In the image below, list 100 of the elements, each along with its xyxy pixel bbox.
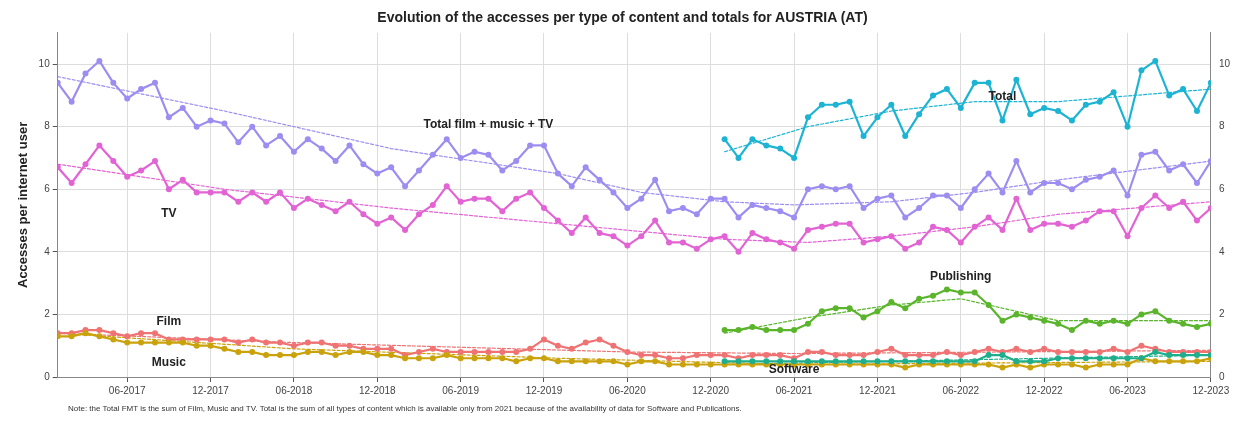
- point: [999, 352, 1006, 359]
- point: [763, 327, 770, 334]
- point: [1055, 320, 1062, 327]
- series-label: Film: [156, 313, 182, 328]
- point: [957, 289, 964, 296]
- point: [1180, 320, 1187, 327]
- point: [888, 298, 895, 305]
- point: [888, 101, 895, 108]
- point: [735, 327, 742, 334]
- series-label: TV: [161, 205, 177, 220]
- point: [749, 136, 756, 143]
- point: [791, 327, 798, 334]
- text: Note: the Total FMT is the sum of Film, Music and TV. Total is the sum of all types of content which is available only from 2021 because of the availability of data for Software and Publications.: [68, 404, 743, 413]
- x-tick-label: 06-2020: [609, 384, 647, 396]
- point: [902, 133, 909, 140]
- point: [1096, 98, 1103, 105]
- y2-tick-label: 0: [1218, 370, 1225, 382]
- y2-tick-label: 4: [1218, 245, 1225, 257]
- point: [1096, 320, 1103, 327]
- point: [1193, 352, 1200, 359]
- point: [930, 92, 937, 99]
- y-tick-label: 4: [44, 245, 51, 257]
- y-tick-label: 6: [44, 183, 51, 194]
- point: [1166, 352, 1173, 359]
- y-tick-label: 2: [44, 308, 51, 320]
- point: [1124, 320, 1131, 327]
- point: [846, 98, 853, 105]
- point: [999, 317, 1006, 324]
- x-tick-label: 12-2021: [859, 384, 897, 396]
- point: [985, 302, 992, 309]
- point: [1041, 317, 1048, 324]
- point: [1013, 76, 1020, 83]
- point: [846, 305, 853, 312]
- point: [943, 286, 950, 293]
- x-tick-label: 06-2022: [942, 384, 980, 396]
- point: [1027, 358, 1034, 365]
- point: [1055, 108, 1062, 115]
- point: [1082, 101, 1089, 108]
- point: [1082, 317, 1089, 324]
- x-tick-label: 12-2022: [1025, 384, 1063, 396]
- point: [1193, 323, 1200, 330]
- point: [1110, 89, 1117, 96]
- point: [763, 142, 770, 149]
- x-tick-label: 12-2019: [525, 384, 563, 396]
- point: [749, 323, 756, 330]
- point: [860, 133, 867, 140]
- point: [721, 327, 728, 334]
- point: [1068, 117, 1075, 124]
- point: [1027, 314, 1034, 321]
- point: [1152, 308, 1159, 315]
- point: [971, 289, 978, 296]
- point: [902, 358, 909, 365]
- point: [1096, 355, 1103, 362]
- point: [1110, 317, 1117, 324]
- point: [1152, 57, 1159, 64]
- x-tick-label: 12-2018: [358, 384, 397, 396]
- point: [1166, 92, 1173, 99]
- point: [1068, 355, 1075, 362]
- x-tick-label: 12-2020: [692, 384, 730, 396]
- point: [735, 154, 742, 161]
- point: [874, 308, 881, 315]
- point: [1166, 317, 1173, 324]
- point: [1124, 123, 1131, 130]
- series-label: Publishing: [930, 268, 992, 283]
- point: [791, 154, 798, 161]
- y2-tick-label: 2: [1218, 308, 1225, 320]
- point: [1180, 352, 1187, 359]
- point: [1027, 111, 1034, 118]
- point: [916, 111, 923, 118]
- y-axis-title: Accesses per internet user: [15, 121, 31, 288]
- x-tick-label: 06-2018: [275, 384, 313, 396]
- series-label: Total film + music + TV: [423, 117, 554, 132]
- point: [721, 136, 728, 143]
- point: [1013, 311, 1020, 318]
- y2-tick-label: 6: [1218, 183, 1225, 194]
- point: [874, 114, 881, 121]
- point: [832, 101, 839, 108]
- point: [1110, 355, 1117, 362]
- x-tick-label: 12-2023: [1192, 384, 1230, 396]
- point: [971, 79, 978, 86]
- point: [943, 86, 950, 93]
- point: [804, 320, 811, 327]
- x-tick-label: 06-2017: [108, 384, 146, 396]
- point: [1082, 355, 1089, 362]
- point: [818, 101, 825, 108]
- y2-tick-label: 8: [1218, 120, 1225, 132]
- point: [999, 117, 1006, 124]
- point: [930, 292, 937, 299]
- point: [1138, 67, 1145, 74]
- point: [1068, 327, 1075, 334]
- point: [985, 352, 992, 359]
- point: [957, 104, 964, 111]
- y2-tick-label: 10: [1218, 57, 1231, 69]
- point: [1193, 108, 1200, 115]
- x-tick-label: 12-2017: [192, 384, 230, 396]
- x-tick-label: 06-2019: [442, 384, 480, 396]
- point: [1124, 355, 1131, 362]
- y-tick-label: 8: [44, 120, 51, 132]
- y-tick-label: 10: [38, 57, 51, 69]
- point: [1138, 311, 1145, 318]
